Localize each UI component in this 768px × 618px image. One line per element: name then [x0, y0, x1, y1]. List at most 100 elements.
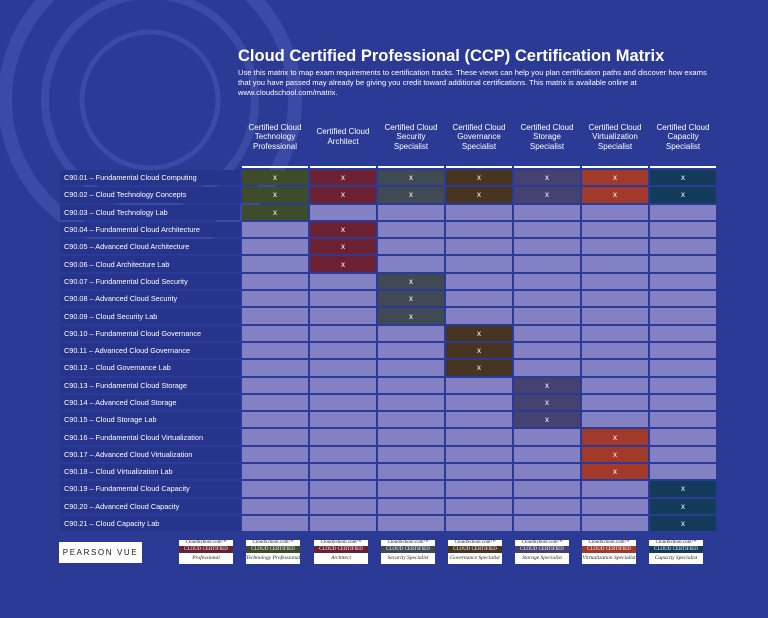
matrix-mark-cell: x	[378, 308, 444, 324]
badge-title: Governance Specialist	[450, 555, 500, 561]
column-header: Certified Cloud Governance Specialist	[446, 108, 512, 168]
matrix-mark-cell: x	[650, 515, 716, 532]
matrix-empty-cell	[650, 273, 716, 290]
badge-band: CLOUD CERTIFIED	[448, 546, 502, 553]
exam-code: C90.16	[64, 432, 88, 442]
exam-row: C90.19 – Fundamental Cloud Capacity x	[60, 481, 716, 497]
matrix-empty-cell	[582, 256, 648, 272]
matrix-empty-cell	[310, 204, 376, 220]
matrix-mark-cell: x	[446, 325, 512, 341]
exam-row: C90.01 – Fundamental Cloud Computing x x x x…	[60, 170, 716, 186]
exam-separator: –	[87, 501, 96, 511]
matrix-empty-cell	[310, 498, 376, 514]
matrix-empty-cell	[378, 221, 444, 238]
exam-code: C90.08	[64, 294, 88, 304]
matrix-empty-cell	[514, 308, 580, 324]
exam-name: Cloud Governance Lab	[95, 363, 171, 373]
matrix-mark-cell: x	[378, 170, 444, 186]
matrix-empty-cell	[514, 515, 580, 532]
matrix-empty-cell	[378, 360, 444, 376]
matrix-empty-cell	[514, 481, 580, 497]
exam-separator: –	[87, 398, 96, 407]
matrix-empty-cell	[446, 498, 512, 514]
exam-separator: –	[87, 484, 96, 494]
matrix-empty-cell	[310, 377, 376, 393]
exam-name: Cloud Capacity Lab	[95, 519, 160, 529]
exam-code: C90.12	[64, 363, 88, 373]
matrix-mark-cell: x	[378, 187, 444, 203]
exam-code: C90.20	[64, 501, 88, 511]
matrix-empty-cell	[582, 204, 648, 220]
exam-label: C90.11 – Advanced Cloud Governance	[60, 342, 240, 359]
exam-label: C90.16 – Fundamental Cloud Virtualizatio…	[60, 429, 240, 445]
exam-row: C90.05 – Advanced Cloud Architecture x	[60, 239, 716, 255]
exam-label: C90.21 – Cloud Capacity Lab	[60, 515, 240, 532]
matrix-empty-cell	[446, 515, 512, 532]
exam-label: C90.02 – Cloud Technology Concepts	[60, 187, 240, 203]
matrix-empty-cell	[446, 412, 512, 428]
matrix-empty-cell	[514, 360, 580, 376]
matrix-empty-cell	[310, 412, 376, 428]
exam-name: Fundamental Cloud Capacity	[95, 484, 190, 494]
column-header: Certified Cloud Storage Specialist	[514, 108, 580, 168]
exam-row: C90.04 – Fundamental Cloud Architecture x	[60, 221, 716, 238]
exam-code: C90.10	[64, 328, 88, 338]
exam-separator: –	[87, 294, 96, 304]
matrix-empty-cell	[446, 429, 512, 445]
matrix-empty-cell	[310, 291, 376, 307]
badge-brand: CloudSchool.com™	[655, 540, 697, 545]
matrix-corner	[60, 108, 240, 168]
exam-separator: –	[87, 276, 96, 286]
exam-name: Cloud Virtualization Lab	[95, 467, 173, 477]
matrix-empty-cell	[514, 239, 580, 255]
exam-code: C90.11	[64, 346, 87, 356]
matrix-empty-cell	[446, 221, 512, 238]
matrix-empty-cell	[378, 204, 444, 220]
matrix-empty-cell	[446, 291, 512, 307]
exam-label: C90.04 – Fundamental Cloud Architecture	[60, 221, 240, 238]
exam-name: Advanced Cloud Security	[95, 294, 178, 304]
matrix-empty-cell	[378, 498, 444, 514]
exam-row: C90.20 – Advanced Cloud Capacity x	[60, 498, 716, 514]
badge-brand: CloudSchool.com™	[320, 540, 362, 545]
exam-row: C90.08 – Advanced Cloud Security x	[60, 291, 716, 307]
exam-separator: –	[87, 225, 96, 235]
exam-label: C90.17 – Advanced Cloud Virtualization	[60, 446, 240, 463]
matrix-empty-cell	[514, 342, 580, 359]
matrix-empty-cell	[310, 394, 376, 411]
exam-separator: –	[87, 190, 96, 200]
matrix-empty-cell	[514, 204, 580, 220]
badge-band: CLOUD CERTIFIED	[246, 546, 300, 553]
matrix-empty-cell	[582, 291, 648, 307]
matrix-empty-cell	[310, 342, 376, 359]
exam-name: Fundamental Cloud Storage	[95, 380, 187, 390]
matrix-mark-cell: x	[650, 498, 716, 514]
matrix-empty-cell	[310, 515, 376, 532]
exam-code: C90.19	[64, 484, 88, 494]
exam-separator: –	[87, 432, 96, 442]
matrix-mark-cell: x	[650, 170, 716, 186]
exam-name: Advanced Cloud Governance	[94, 346, 191, 356]
exam-row: C90.10 – Fundamental Cloud Governance x	[60, 325, 716, 341]
matrix-empty-cell	[378, 429, 444, 445]
matrix-empty-cell	[650, 221, 716, 238]
exam-name: Advanced Cloud Virtualization	[95, 449, 193, 459]
matrix-mark-cell: x	[514, 170, 580, 186]
matrix-mark-cell: x	[514, 377, 580, 393]
matrix-mark-cell: x	[514, 187, 580, 203]
badge-brand: CloudSchool.com™	[252, 540, 294, 545]
matrix-mark-cell: x	[446, 170, 512, 186]
badge-brand: CloudSchool.com™	[588, 540, 630, 545]
exam-code: C90.06	[64, 259, 88, 269]
badge-band: CLOUD CERTIFIED	[582, 546, 636, 553]
exam-code: C90.17	[64, 449, 88, 459]
exam-separator: –	[87, 173, 96, 183]
certification-matrix: Certified Cloud Technology Professional C…	[58, 106, 718, 533]
exam-label: C90.20 – Advanced Cloud Capacity	[60, 498, 240, 514]
matrix-empty-cell	[582, 394, 648, 411]
exam-label: C90.08 – Advanced Cloud Security	[60, 291, 240, 307]
exam-separator: –	[87, 415, 96, 425]
matrix-empty-cell	[242, 515, 308, 532]
matrix-mark-cell: x	[242, 204, 308, 220]
matrix-empty-cell	[446, 308, 512, 324]
